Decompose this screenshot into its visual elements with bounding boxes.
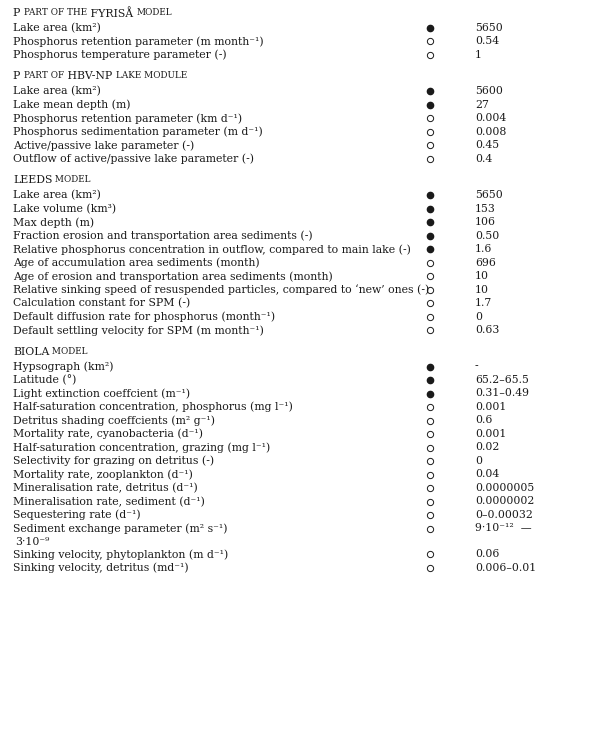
Text: 153: 153 <box>475 204 496 213</box>
Text: HBV-NP: HBV-NP <box>64 72 116 81</box>
Text: Mineralisation rate, sediment (d⁻¹): Mineralisation rate, sediment (d⁻¹) <box>13 496 205 507</box>
Text: Sediment exchange parameter (m² s⁻¹): Sediment exchange parameter (m² s⁻¹) <box>13 523 228 534</box>
Text: Age of accumulation area sediments (month): Age of accumulation area sediments (mont… <box>13 258 260 268</box>
Text: 1.7: 1.7 <box>475 298 492 308</box>
Text: MODEL: MODEL <box>53 175 91 184</box>
Text: LAKE MODULE: LAKE MODULE <box>116 72 187 81</box>
Text: MODEL: MODEL <box>50 347 88 356</box>
Text: Lake area (km²): Lake area (km²) <box>13 23 101 33</box>
Text: Max depth (m): Max depth (m) <box>13 217 94 228</box>
Text: 0.008: 0.008 <box>475 127 506 136</box>
Text: Age of erosion and transportation area sediments (month): Age of erosion and transportation area s… <box>13 271 333 281</box>
Text: 106: 106 <box>475 217 496 227</box>
Text: 0.4: 0.4 <box>475 154 492 164</box>
Text: Hypsograph (km²): Hypsograph (km²) <box>13 361 113 372</box>
Text: 0.0000005: 0.0000005 <box>475 483 535 493</box>
Text: Default diffusion rate for phosphorus (month⁻¹): Default diffusion rate for phosphorus (m… <box>13 311 275 322</box>
Text: Relative sinking speed of resuspended particles, compared to ‘new’ ones (-): Relative sinking speed of resuspended pa… <box>13 284 430 296</box>
Text: P: P <box>13 72 24 81</box>
Text: 0.50: 0.50 <box>475 231 499 241</box>
Text: Light extinction coeffcient (m⁻¹): Light extinction coeffcient (m⁻¹) <box>13 388 190 399</box>
Text: 5650: 5650 <box>475 190 503 200</box>
Text: Phosphorus retention parameter (m month⁻¹): Phosphorus retention parameter (m month⁻… <box>13 36 264 47</box>
Text: Lake area (km²): Lake area (km²) <box>13 190 101 201</box>
Text: Latitude (°): Latitude (°) <box>13 375 76 385</box>
Text: 0.31–0.49: 0.31–0.49 <box>475 388 529 398</box>
Text: Phosphorus sedimentation parameter (m d⁻¹): Phosphorus sedimentation parameter (m d⁻… <box>13 127 263 137</box>
Text: Default settling velocity for SPM (m month⁻¹): Default settling velocity for SPM (m mon… <box>13 325 264 336</box>
Text: MODEL: MODEL <box>137 8 172 17</box>
Text: 5600: 5600 <box>475 86 503 97</box>
Text: Active/passive lake parameter (-): Active/passive lake parameter (-) <box>13 140 194 151</box>
Text: 0.6: 0.6 <box>475 415 493 425</box>
Text: 1: 1 <box>475 50 482 60</box>
Text: Calculation constant for SPM (-): Calculation constant for SPM (-) <box>13 298 190 308</box>
Text: 10: 10 <box>475 271 489 281</box>
Text: Mortality rate, zooplankton (d⁻¹): Mortality rate, zooplankton (d⁻¹) <box>13 470 193 480</box>
Text: Lake volume (km³): Lake volume (km³) <box>13 204 116 214</box>
Text: Sinking velocity, detritus (md⁻¹): Sinking velocity, detritus (md⁻¹) <box>13 562 189 573</box>
Text: Phosphorus temperature parameter (-): Phosphorus temperature parameter (-) <box>13 50 227 60</box>
Text: 27: 27 <box>475 100 489 109</box>
Text: Sequestering rate (d⁻¹): Sequestering rate (d⁻¹) <box>13 510 140 520</box>
Text: 0.63: 0.63 <box>475 325 499 335</box>
Text: Relative phosphorus concentration in outflow, compared to main lake (-): Relative phosphorus concentration in out… <box>13 244 411 255</box>
Text: 0.001: 0.001 <box>475 402 506 412</box>
Text: -: - <box>475 361 478 372</box>
Text: 0.0000002: 0.0000002 <box>475 496 535 507</box>
Text: PART OF: PART OF <box>24 72 64 81</box>
Text: 0.02: 0.02 <box>475 443 499 452</box>
Text: Mortality rate, cyanobacteria (d⁻¹): Mortality rate, cyanobacteria (d⁻¹) <box>13 429 203 440</box>
Text: 10: 10 <box>475 284 489 295</box>
Text: Half-saturation concentration, phosphorus (mg l⁻¹): Half-saturation concentration, phosphoru… <box>13 402 293 412</box>
Text: 9·10⁻¹²  —: 9·10⁻¹² — <box>475 523 532 533</box>
Text: Lake area (km²): Lake area (km²) <box>13 86 101 97</box>
Text: Outflow of active/passive lake parameter (-): Outflow of active/passive lake parameter… <box>13 154 254 164</box>
Text: FYRISÅ: FYRISÅ <box>87 8 137 19</box>
Text: 65.2–65.5: 65.2–65.5 <box>475 375 529 385</box>
Text: 5650: 5650 <box>475 23 503 33</box>
Text: Mineralisation rate, detritus (d⁻¹): Mineralisation rate, detritus (d⁻¹) <box>13 483 198 493</box>
Text: 696: 696 <box>475 258 496 268</box>
Text: 0: 0 <box>475 311 482 321</box>
Text: BIOLA: BIOLA <box>13 347 50 357</box>
Text: 0.04: 0.04 <box>475 470 499 480</box>
Text: 1.6: 1.6 <box>475 244 493 254</box>
Text: Sinking velocity, phytoplankton (m d⁻¹): Sinking velocity, phytoplankton (m d⁻¹) <box>13 549 228 559</box>
Text: 0.54: 0.54 <box>475 36 499 46</box>
Text: 3·10⁻⁹: 3·10⁻⁹ <box>15 537 50 547</box>
Text: Detritus shading coeffcients (m² g⁻¹): Detritus shading coeffcients (m² g⁻¹) <box>13 415 215 426</box>
Text: PART OF THE: PART OF THE <box>24 8 87 17</box>
Text: Phosphorus retention parameter (km d⁻¹): Phosphorus retention parameter (km d⁻¹) <box>13 113 242 124</box>
Text: Fraction erosion and transportation area sediments (-): Fraction erosion and transportation area… <box>13 231 313 241</box>
Text: 0.001: 0.001 <box>475 429 506 439</box>
Text: 0.45: 0.45 <box>475 140 499 150</box>
Text: P: P <box>13 8 24 18</box>
Text: Half-saturation concentration, grazing (mg l⁻¹): Half-saturation concentration, grazing (… <box>13 443 270 453</box>
Text: 0.004: 0.004 <box>475 113 506 123</box>
Text: 0.006–0.01: 0.006–0.01 <box>475 562 536 572</box>
Text: 0: 0 <box>475 456 482 466</box>
Text: 0–0.00032: 0–0.00032 <box>475 510 533 520</box>
Text: 0.06: 0.06 <box>475 549 499 559</box>
Text: Selectivity for grazing on detritus (-): Selectivity for grazing on detritus (-) <box>13 456 214 467</box>
Text: LEEDS: LEEDS <box>13 175 53 185</box>
Text: Lake mean depth (m): Lake mean depth (m) <box>13 100 130 110</box>
